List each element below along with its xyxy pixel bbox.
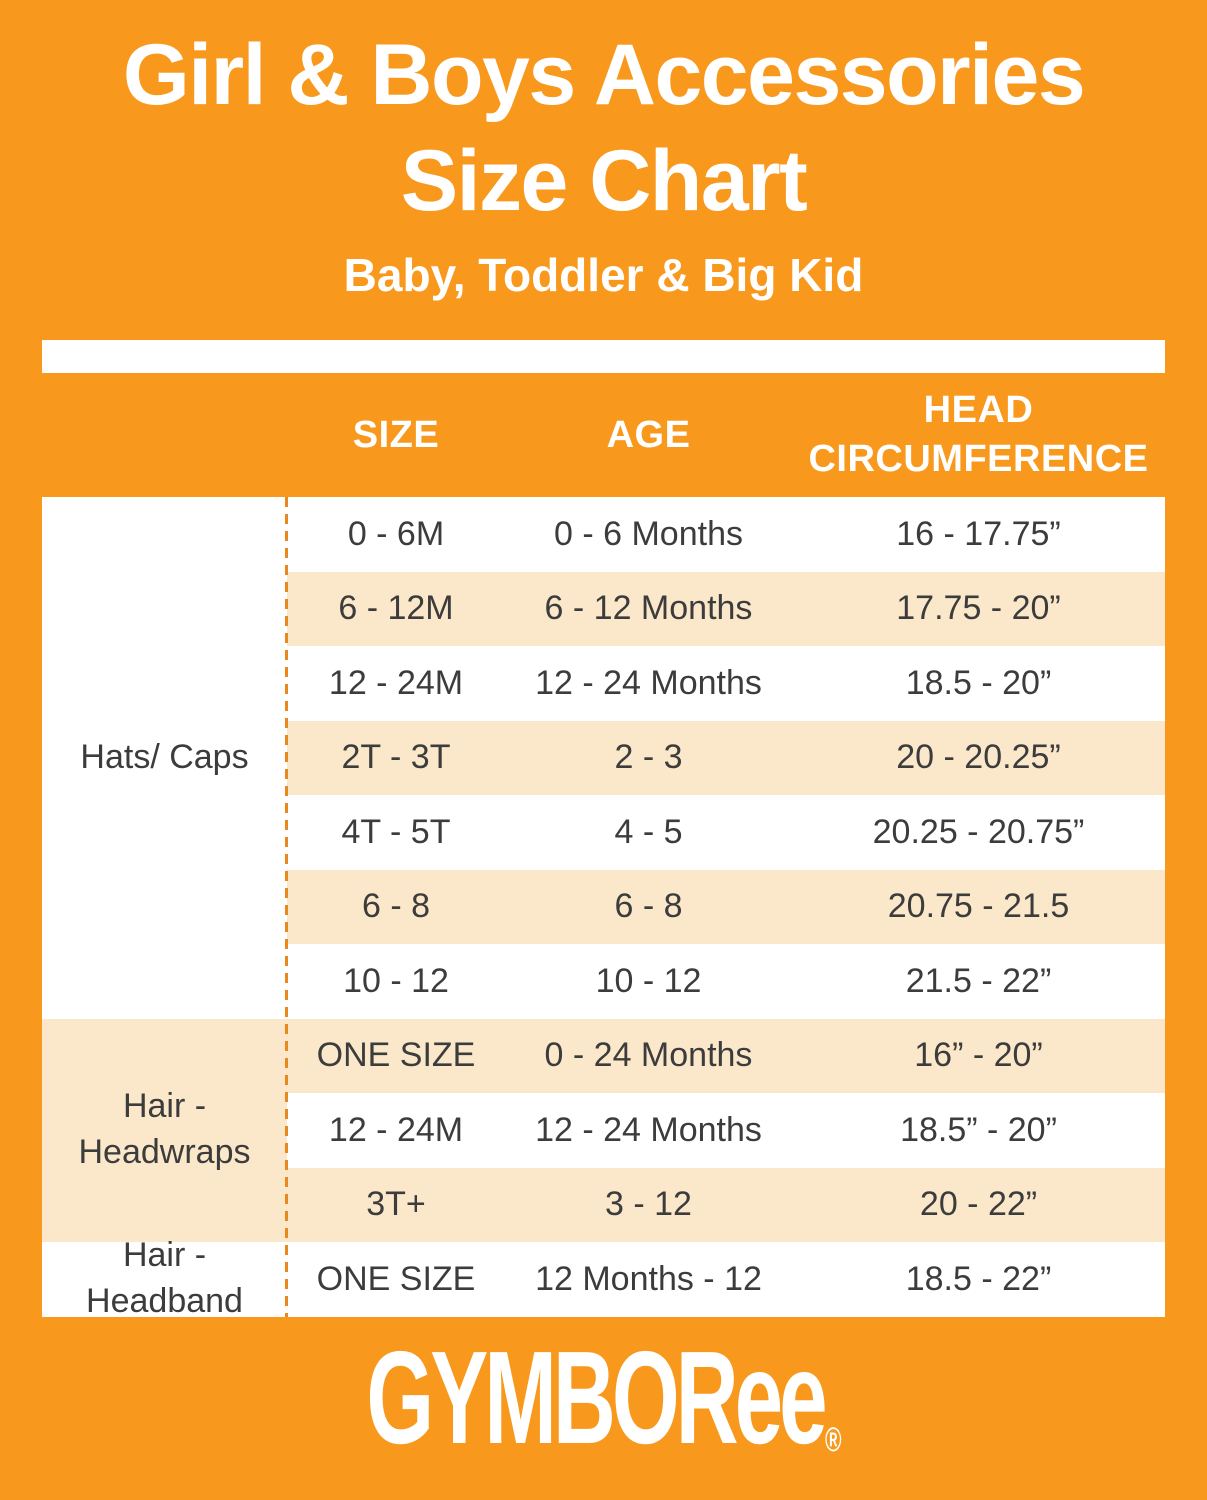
- head-circumference-cell: 17.75 - 20”: [792, 571, 1165, 646]
- age-cell: 12 - 24 Months: [505, 1093, 792, 1168]
- brand-logo-block: GYMBORee ®: [0, 1332, 1207, 1464]
- head-circumference-cell: 20.75 - 21.5: [792, 869, 1165, 944]
- head-circumference-cell: 16 - 17.75”: [792, 497, 1165, 572]
- header-size: SIZE: [352, 413, 440, 456]
- age-cell: 4 - 5: [505, 795, 792, 870]
- head-circumference-cell: 20 - 22”: [792, 1167, 1165, 1242]
- size-cell: ONE SIZE: [287, 1242, 505, 1317]
- size-cell: 3T+: [287, 1167, 505, 1242]
- head-circumference-cell: 21.5 - 22”: [792, 944, 1165, 1019]
- size-table-card: SIZE AGE HEAD CIRCUMFERENCE Hats/ Caps H…: [42, 340, 1165, 1320]
- size-cell: 10 - 12: [287, 944, 505, 1019]
- age-cell: 12 - 24 Months: [505, 646, 792, 721]
- size-cell: 0 - 6M: [287, 497, 505, 572]
- gymboree-logo: GYMBORee ®: [366, 1332, 841, 1464]
- page-title-line2: Size Chart: [400, 133, 808, 229]
- age-cell: 12 Months - 12: [505, 1242, 792, 1317]
- age-cell: 0 - 6 Months: [505, 497, 792, 572]
- table-header-row: SIZE AGE HEAD CIRCUMFERENCE: [42, 373, 1165, 497]
- head-circumference-cell: 20.25 - 20.75”: [792, 795, 1165, 870]
- size-cell: 2T - 3T: [287, 720, 505, 795]
- size-cell: 6 - 8: [287, 869, 505, 944]
- page-title-line1: Girl & Boys Accessories: [122, 27, 1086, 123]
- chart-title-block: Girl & Boys Accessories Size Chart Baby,…: [0, 22, 1207, 302]
- age-cell: 2 - 3: [505, 720, 792, 795]
- head-circumference-cell: 20 - 20.25”: [792, 720, 1165, 795]
- registered-trademark-icon: ®: [824, 1421, 842, 1459]
- age-cell: 6 - 12 Months: [505, 571, 792, 646]
- head-circumference-cell: 18.5” - 20”: [792, 1093, 1165, 1168]
- age-cell: 6 - 8: [505, 869, 792, 944]
- head-circumference-cell: 16” - 20”: [792, 1018, 1165, 1093]
- size-cell: 6 - 12M: [287, 571, 505, 646]
- page-subtitle: Baby, Toddler & Big Kid: [343, 249, 864, 301]
- gymboree-logo-text: GYMBORee: [365, 1324, 827, 1471]
- category-cell-hair-headband: Hair - Headband: [42, 1236, 287, 1320]
- size-cell: 4T - 5T: [287, 795, 505, 870]
- age-cell: 10 - 12: [505, 944, 792, 1019]
- age-cell: 3 - 12: [505, 1167, 792, 1242]
- age-cell: 0 - 24 Months: [505, 1018, 792, 1093]
- size-cell: 12 - 24M: [287, 646, 505, 721]
- size-cell: 12 - 24M: [287, 1093, 505, 1168]
- header-age: AGE: [606, 413, 691, 456]
- category-cell-hair-headwraps: Hair - Headwraps: [42, 1018, 287, 1242]
- category-cell-hats-caps: Hats/ Caps: [42, 497, 287, 1019]
- head-circumference-cell: 18.5 - 22”: [792, 1242, 1165, 1317]
- table-body: Hats/ Caps Hair - Headwraps Hair - Headb…: [42, 497, 1165, 1320]
- size-cell: ONE SIZE: [287, 1018, 505, 1093]
- category-divider-dashed-line: [285, 497, 288, 1317]
- head-circumference-cell: 18.5 - 20”: [792, 646, 1165, 721]
- header-head-circumference: HEAD CIRCUMFERENCE: [808, 389, 1149, 480]
